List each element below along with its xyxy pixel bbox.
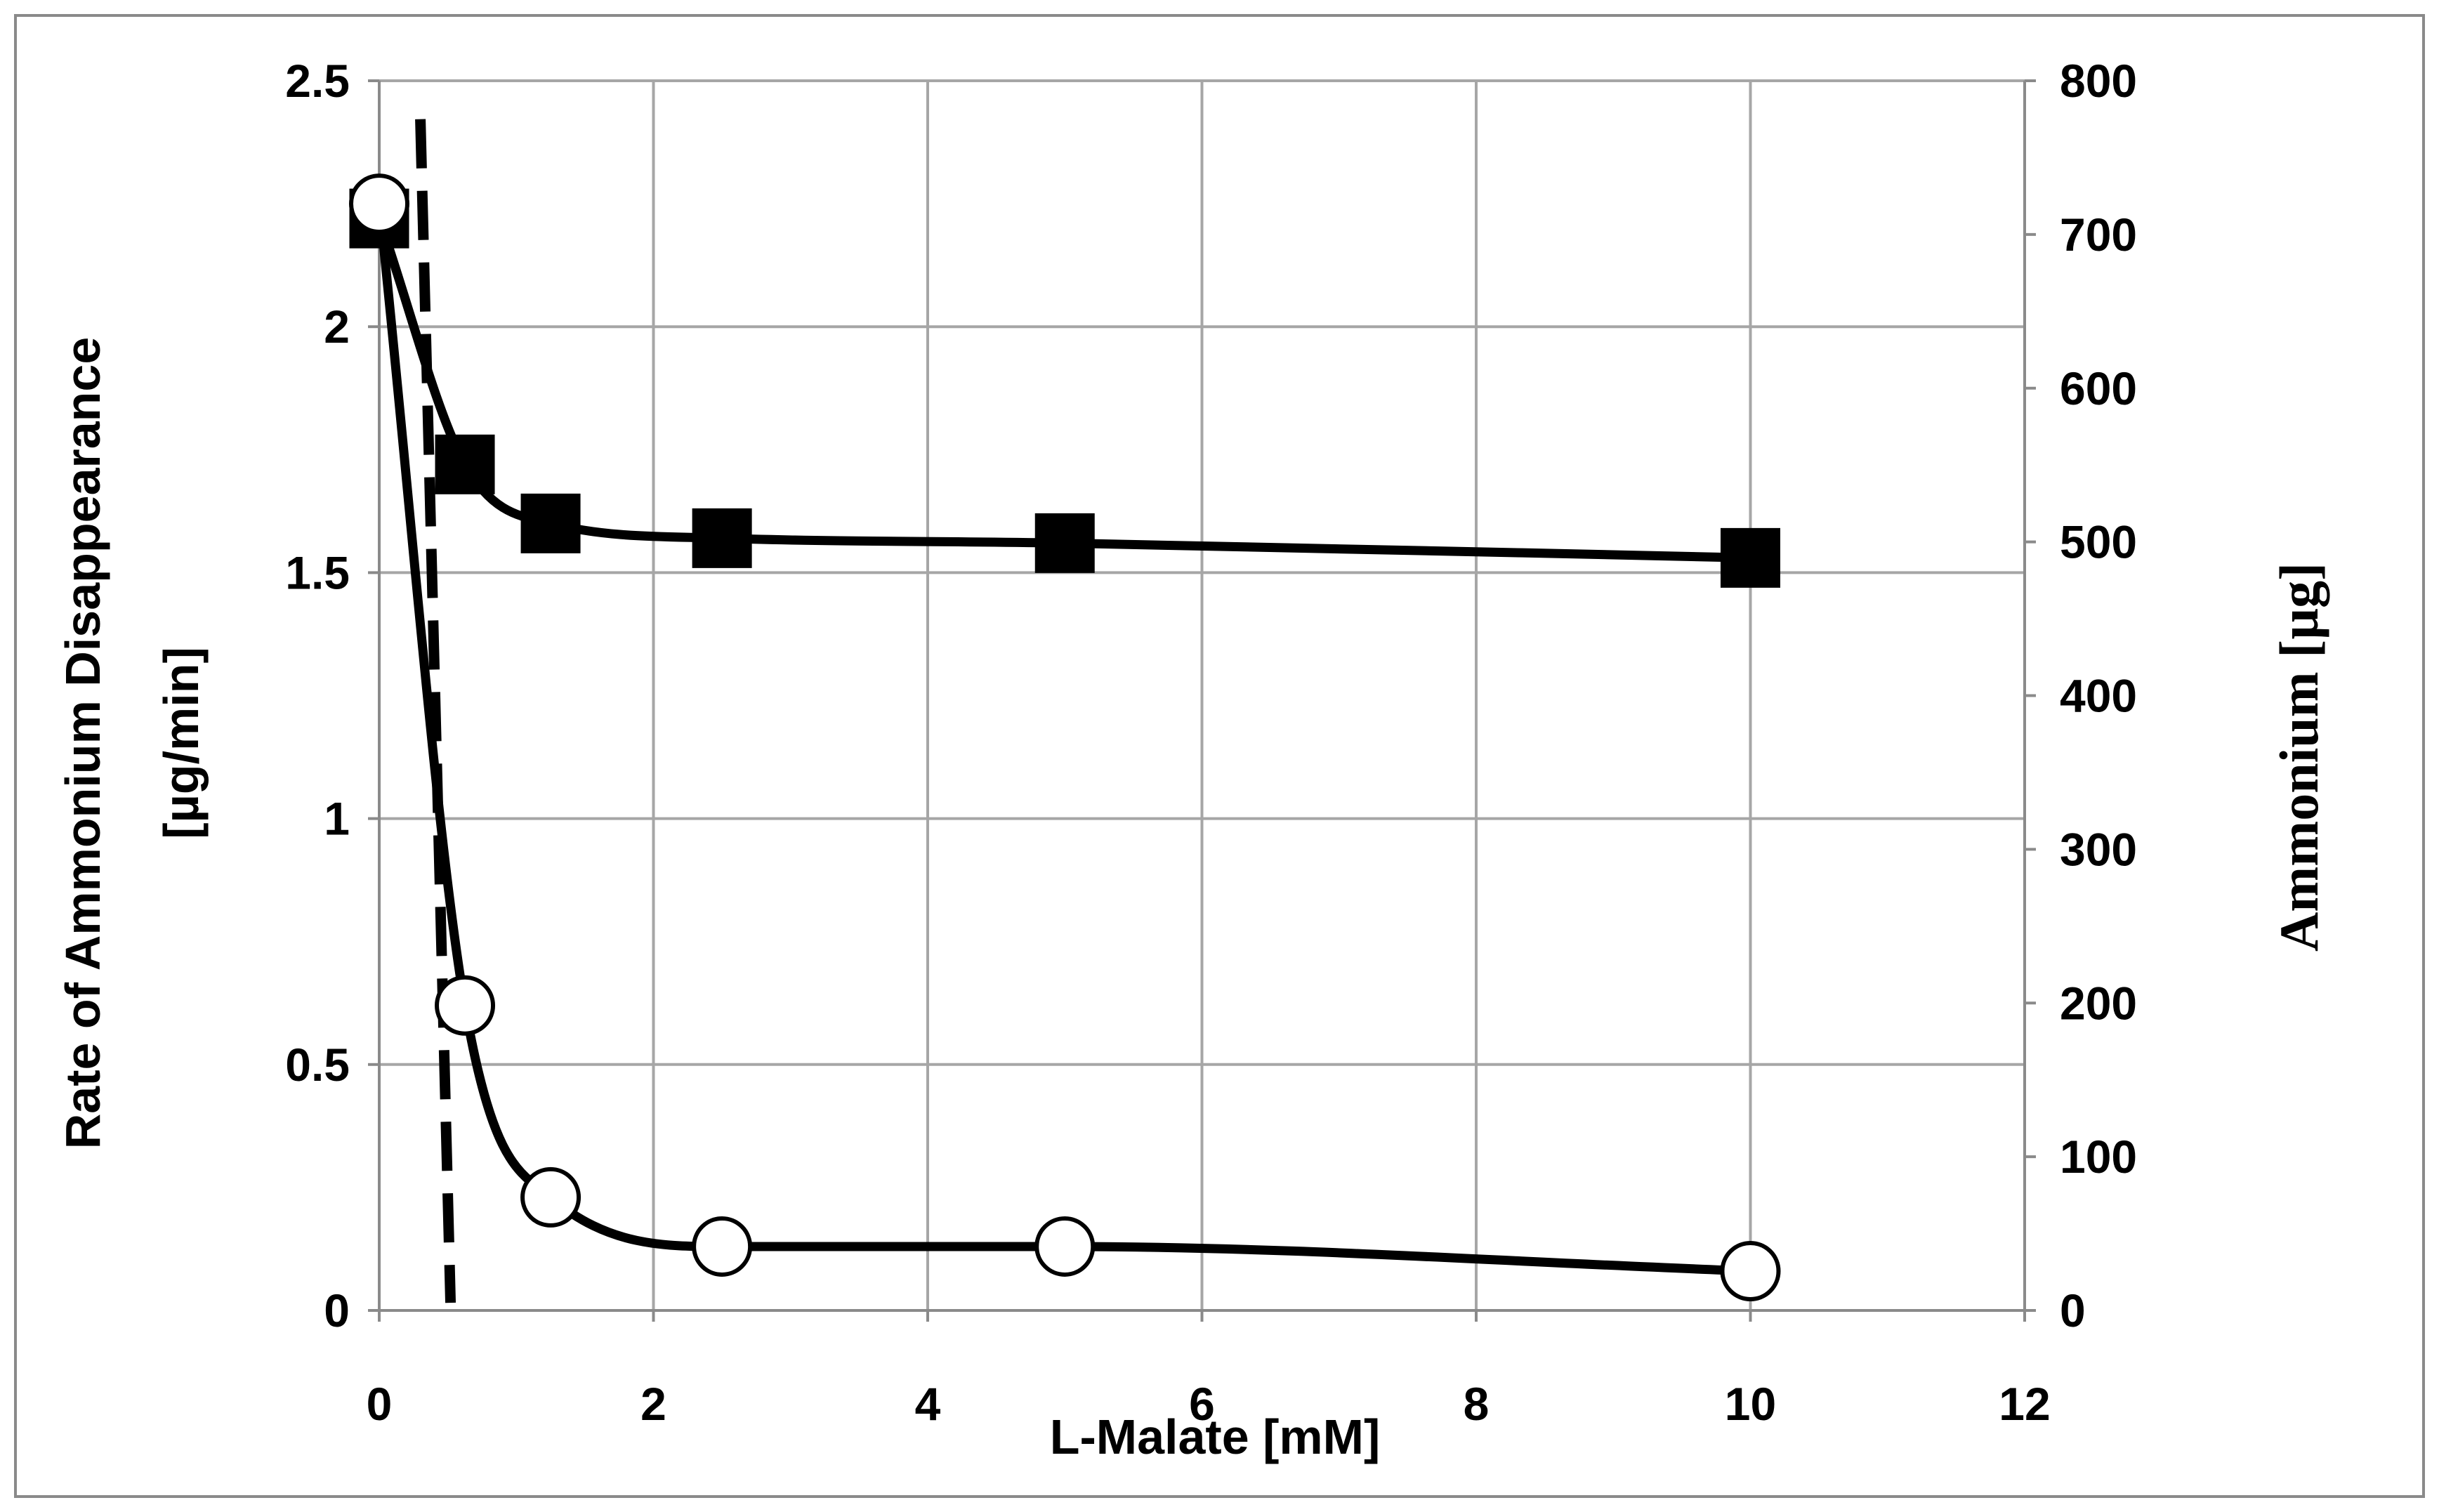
y-left-tick-label: 1.5 [285,546,350,598]
series-0-point [1034,513,1095,573]
y-right-tick-label: 800 [2060,55,2137,107]
y-right-tick-label: 600 [2060,362,2137,414]
y-right-tick-label: 200 [2060,977,2137,1029]
x-tick-label: 12 [1999,1378,2050,1430]
y-right-tick-label: 500 [2060,516,2137,568]
y-left-tick-label: 0 [324,1284,350,1336]
x-tick-label: 10 [1725,1378,1776,1430]
axes-layer [368,79,2036,1322]
series-0-point [520,493,581,553]
series-0-point [692,508,752,568]
y-right-tick-label: 0 [2060,1284,2086,1336]
x-axis-title: L-Malate [mM] [1050,1409,1381,1464]
y-left-tick-label: 1 [324,793,350,845]
y-right-tick-label: 700 [2060,209,2137,261]
series-layer [349,119,1781,1303]
labels-layer: L-Malate [mM] Rate of Ammonium Disappear… [55,55,2329,1464]
series-1-point [1720,1240,1781,1301]
y-left-tick-label: 2 [324,301,350,353]
x-tick-label: 6 [1189,1378,1215,1430]
y-right-tick-label: 400 [2060,670,2137,722]
series-1-point [349,173,409,235]
y-right-tick-label: 300 [2060,823,2137,875]
series-1-point [1034,1216,1096,1277]
y-left-tick-label: 2.5 [285,55,350,107]
y-right-tick-label: 100 [2060,1131,2137,1183]
series-0-point [1721,527,1780,588]
y-axis-right-title: Ammonium [µg] [2268,563,2329,952]
series-1-point [692,1216,753,1277]
y-axis-left-title-line-2: [µg/min] [154,647,209,839]
series-1-point [520,1166,581,1228]
series-0-point [435,434,495,494]
x-tick-label: 0 [367,1378,393,1430]
y-left-tick-label: 0.5 [285,1039,350,1091]
series-1-line [374,199,1755,1276]
x-tick-label: 2 [640,1378,666,1430]
x-tick-label: 4 [915,1378,941,1430]
series-1-point [435,975,496,1036]
y-axis-left-title-line-1: Rate of Ammonium Disappearance [55,337,110,1150]
series-2-dashed-line [415,119,456,1303]
x-tick-label: 8 [1464,1378,1490,1430]
